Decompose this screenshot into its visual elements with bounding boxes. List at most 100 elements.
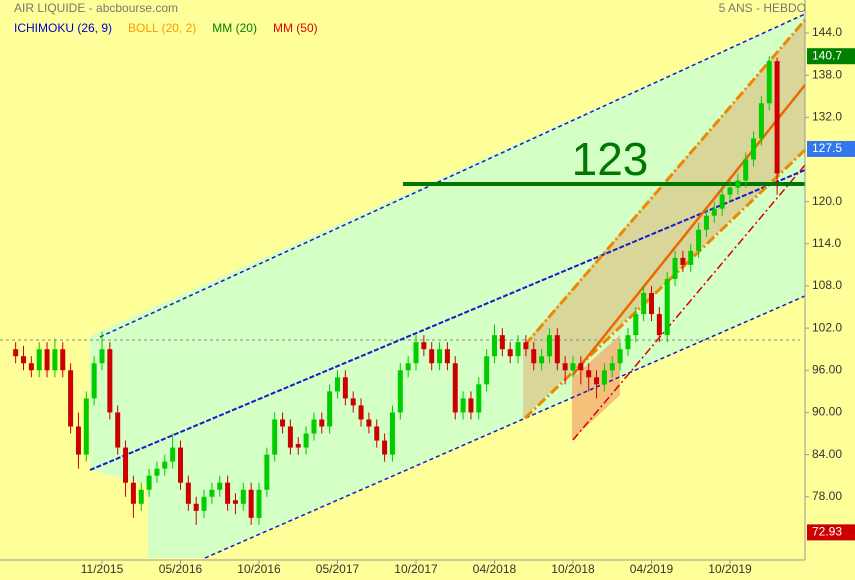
candle-body	[625, 335, 631, 350]
candle-body	[335, 377, 340, 392]
channel-top	[99, 13, 806, 338]
candle-body	[389, 412, 395, 455]
y-tick-label: 96.00	[812, 362, 842, 376]
y-tick-label: 138.0	[812, 67, 842, 81]
candle-body	[484, 356, 490, 385]
candle-body	[60, 349, 66, 371]
candle-body	[342, 377, 348, 399]
candle-body	[358, 405, 364, 420]
legend: ICHIMOKU (26, 9) BOLL (20, 2) MM (20) MM (5…	[14, 21, 318, 35]
candle-body	[350, 398, 356, 406]
candle-body	[138, 489, 144, 504]
y-tick-label: 102.0	[812, 320, 842, 334]
candle-body	[68, 370, 74, 427]
price-label: 127.5	[812, 141, 842, 155]
legend-item: BOLL (20, 2)	[128, 21, 196, 35]
candle-body	[633, 314, 639, 336]
x-tick-label: 11/2015	[81, 562, 124, 576]
candle-body	[28, 363, 34, 371]
candle-body	[766, 61, 772, 104]
candle-body	[75, 426, 81, 455]
candle-body	[751, 138, 757, 160]
candles	[13, 56, 780, 525]
candle-body	[476, 384, 482, 413]
candle-body	[499, 335, 505, 350]
candle-body	[570, 363, 576, 371]
candle-body	[178, 447, 183, 483]
candle-body	[688, 250, 694, 265]
candle-body	[492, 335, 497, 357]
candle-body	[382, 440, 388, 455]
candle-body	[609, 363, 615, 371]
candle-body	[107, 349, 113, 413]
candle-body	[774, 61, 780, 174]
axes: 144.0 138.0 132.0 120.0 114.0 108.0 102.0 96.00…	[81, 25, 855, 576]
candle-body	[264, 454, 270, 490]
candle-body	[91, 363, 97, 399]
candle-body	[656, 314, 662, 336]
candle-body	[13, 349, 19, 357]
candle-body	[123, 447, 129, 483]
candle-body	[727, 187, 733, 195]
candle-body	[44, 349, 50, 371]
candle-body	[272, 419, 278, 455]
trend-support	[572, 164, 806, 441]
candle-body	[758, 103, 764, 139]
y-tick-label: 108.0	[812, 278, 842, 292]
candle-body	[217, 482, 223, 490]
candle-body	[578, 363, 584, 371]
candle-body	[672, 257, 678, 279]
candle-body	[185, 482, 191, 504]
candle-body	[468, 398, 474, 413]
candle-body	[562, 363, 568, 371]
candle-body	[201, 496, 207, 511]
candle-body	[421, 342, 427, 350]
candle-body	[703, 215, 709, 230]
candle-body	[649, 292, 654, 315]
candle-body	[287, 426, 293, 448]
candle-body	[719, 194, 725, 209]
candle-body	[523, 342, 529, 350]
candle-body	[240, 489, 246, 504]
price-label-box	[807, 524, 855, 541]
candle-body	[130, 482, 136, 504]
candle-body	[594, 377, 600, 385]
candle-body	[507, 349, 513, 357]
candle-body	[641, 292, 647, 315]
candle-body	[146, 475, 152, 490]
candle-body	[711, 208, 717, 216]
candle-body	[539, 356, 545, 364]
chart-title: AIR LIQUIDE - abcbourse.com	[14, 1, 178, 15]
trend-area-lower	[572, 335, 620, 440]
candle-body	[460, 398, 466, 413]
candle-body	[319, 419, 325, 427]
candle-body	[83, 398, 89, 455]
price-label: 72.93	[812, 525, 842, 539]
candle-body	[680, 257, 686, 265]
candle-body	[115, 412, 121, 448]
candle-body	[311, 419, 317, 434]
y-tick-label: 120.0	[812, 194, 842, 208]
candle-body	[280, 419, 286, 427]
channel-area	[90, 14, 805, 558]
candle-body	[327, 391, 333, 427]
candle-body	[232, 500, 238, 504]
candle-body	[405, 363, 411, 371]
candle-body	[193, 503, 199, 511]
candle-body	[696, 229, 702, 251]
candle-body	[374, 426, 380, 441]
candle-body	[36, 349, 42, 371]
candle-body	[170, 447, 176, 462]
candle-body	[295, 444, 301, 448]
candle-body	[452, 363, 458, 413]
candle-body	[154, 468, 160, 476]
candle-body	[256, 489, 262, 518]
annotation: 123	[572, 133, 649, 185]
trend-mid	[572, 84, 806, 376]
candle-body	[515, 342, 521, 357]
channel-mid	[89, 169, 806, 471]
legend-item: MM (50)	[273, 21, 318, 35]
y-tick-label: 114.0	[812, 236, 841, 250]
x-tick-label: 10/2017	[394, 562, 438, 576]
candle-body	[743, 159, 749, 181]
